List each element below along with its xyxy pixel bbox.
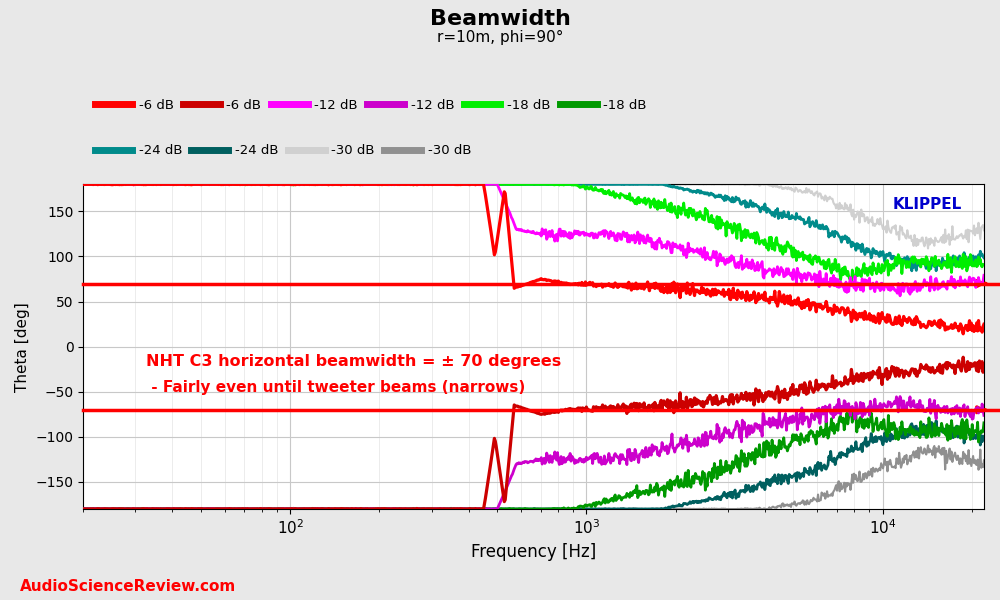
Text: NHT C3 horizontal beamwidth = ± 70 degrees: NHT C3 horizontal beamwidth = ± 70 degre… [146, 354, 562, 369]
Text: KLIPPEL: KLIPPEL [892, 197, 961, 212]
Legend: -24 dB, -24 dB, -30 dB, -30 dB: -24 dB, -24 dB, -30 dB, -30 dB [90, 139, 476, 163]
Text: AudioScienceReview.com: AudioScienceReview.com [20, 579, 236, 594]
X-axis label: Frequency [Hz]: Frequency [Hz] [471, 543, 596, 561]
Text: - Fairly even until tweeter beams (narrows): - Fairly even until tweeter beams (narro… [146, 380, 526, 395]
Text: r=10m, phi=90°: r=10m, phi=90° [437, 30, 563, 45]
Y-axis label: Theta [deg]: Theta [deg] [15, 302, 30, 392]
Text: Beamwidth: Beamwidth [430, 9, 570, 29]
